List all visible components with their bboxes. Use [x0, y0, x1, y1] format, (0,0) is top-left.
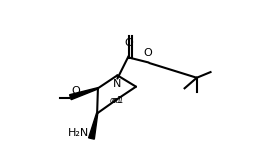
- Polygon shape: [70, 88, 98, 100]
- Text: O: O: [71, 86, 80, 96]
- Polygon shape: [89, 113, 98, 139]
- Text: or1: or1: [112, 96, 124, 105]
- Text: or1: or1: [109, 96, 122, 105]
- Text: N: N: [113, 79, 122, 89]
- Text: O: O: [124, 38, 133, 48]
- Text: O: O: [144, 48, 153, 58]
- Text: H₂N: H₂N: [68, 128, 89, 138]
